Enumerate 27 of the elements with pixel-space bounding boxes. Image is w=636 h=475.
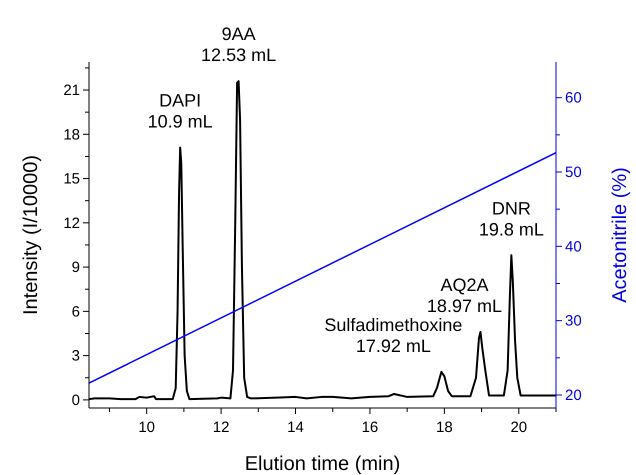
y-tick-label: 9 [72, 259, 80, 276]
y2-tick-label: 30 [565, 312, 582, 330]
y-tick-label: 21 [63, 82, 80, 100]
y2-tick-label: 20 [565, 386, 582, 404]
y-tick-label: 18 [63, 126, 80, 144]
annotation: DAPI 10.9 mL [148, 90, 213, 132]
y2-tick-label: 60 [565, 90, 582, 107]
y2-tick-label: 50 [565, 164, 582, 182]
x-axis-title: Elution time (min) [244, 453, 400, 475]
annotation: DNR 19.8 mL [478, 198, 544, 240]
y-tick-label: 0 [72, 392, 80, 409]
y2-tick-label: 40 [565, 238, 582, 256]
annotation: 9AA 12.53 mL [201, 24, 276, 66]
x-tick-label: 10 [138, 419, 156, 436]
y-tick-label: 15 [63, 170, 80, 188]
annotation: AQ2A 18.97 mL [426, 275, 502, 316]
x-tick-label: 14 [287, 419, 304, 436]
y-axis-title: Intensity (I/10000) [20, 154, 42, 316]
y2-axis-title: Acetonitrile (%) [609, 167, 631, 303]
y-tick-label: 12 [63, 214, 80, 232]
x-tick-label: 18 [436, 419, 453, 436]
x-tick-label: 16 [362, 419, 378, 436]
x-tick-label: 12 [212, 419, 230, 436]
annotation: Sulfadimethoxine 17.92 mL [324, 314, 462, 356]
y-tick-label: 3 [72, 348, 80, 365]
x-tick-label: 20 [510, 419, 528, 436]
y-tick-label: 6 [72, 303, 80, 320]
